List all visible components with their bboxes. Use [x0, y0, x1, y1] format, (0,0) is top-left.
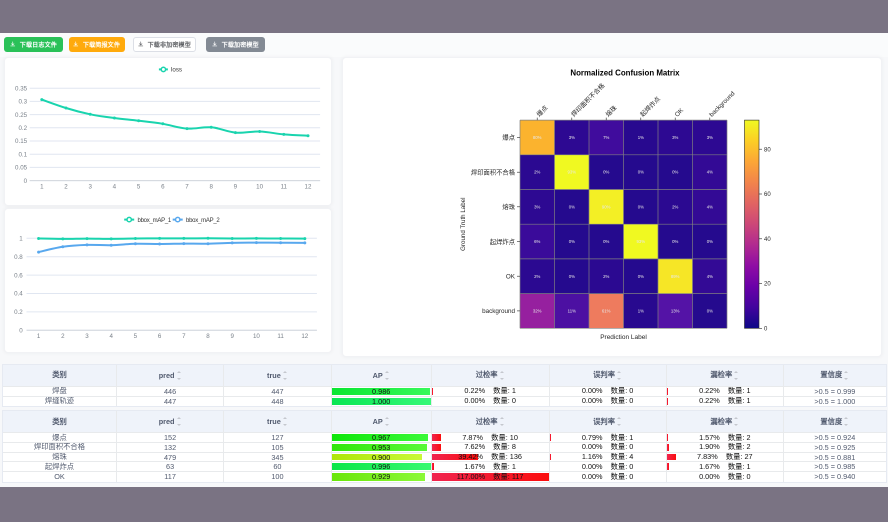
svg-text:32%: 32%	[533, 308, 542, 313]
svg-text:7: 7	[186, 184, 190, 191]
svg-text:0.35: 0.35	[15, 86, 28, 93]
svg-text:1: 1	[40, 184, 44, 191]
svg-text:3: 3	[89, 184, 93, 191]
svg-text:0.4: 0.4	[14, 291, 23, 298]
svg-text:0.15: 0.15	[15, 138, 28, 145]
svg-text:5: 5	[134, 333, 138, 340]
svg-text:background: background	[708, 89, 737, 118]
svg-text:0: 0	[764, 326, 768, 332]
svg-text:4%: 4%	[707, 169, 713, 174]
svg-text:0%: 0%	[569, 204, 575, 209]
svg-text:9: 9	[234, 184, 238, 191]
svg-text:60: 60	[764, 192, 771, 198]
svg-text:93%: 93%	[567, 169, 576, 174]
svg-text:3: 3	[86, 333, 90, 340]
svg-text:8: 8	[207, 333, 211, 340]
svg-text:7%: 7%	[603, 135, 609, 140]
svg-text:2: 2	[65, 184, 69, 191]
svg-text:background: background	[482, 308, 515, 315]
svg-text:0%: 0%	[672, 169, 678, 174]
svg-text:1: 1	[20, 236, 24, 243]
svg-text:0.05: 0.05	[15, 165, 28, 172]
svg-text:4: 4	[110, 333, 114, 340]
svg-text:3%: 3%	[569, 135, 575, 140]
svg-text:2%: 2%	[534, 169, 540, 174]
svg-text:6: 6	[158, 333, 162, 340]
svg-text:40: 40	[764, 236, 771, 242]
svg-text:20: 20	[764, 281, 771, 287]
svg-text:2%: 2%	[672, 204, 678, 209]
svg-text:4%: 4%	[707, 204, 713, 209]
svg-text:0%: 0%	[569, 239, 575, 244]
svg-text:1: 1	[37, 333, 41, 340]
svg-text:2%: 2%	[603, 273, 609, 278]
svg-text:0.1: 0.1	[19, 152, 28, 159]
svg-text:2%: 2%	[534, 273, 540, 278]
svg-text:10: 10	[256, 184, 263, 191]
svg-text:89%: 89%	[671, 273, 680, 278]
svg-text:0%: 0%	[569, 273, 575, 278]
svg-text:0%: 0%	[707, 308, 713, 313]
svg-text:0: 0	[20, 328, 24, 335]
svg-text:0%: 0%	[638, 169, 644, 174]
svg-text:93%: 93%	[636, 239, 645, 244]
svg-text:2: 2	[61, 333, 65, 340]
svg-text:loss: loss	[171, 67, 182, 74]
svg-text:0.25: 0.25	[15, 112, 28, 119]
svg-text:1%: 1%	[638, 308, 644, 313]
svg-text:4: 4	[113, 184, 117, 191]
svg-text:5: 5	[137, 184, 141, 191]
svg-text:熔珠: 熔珠	[603, 102, 619, 118]
svg-text:0: 0	[24, 178, 28, 185]
svg-text:Prediction Label: Prediction Label	[600, 334, 647, 341]
svg-text:0.8: 0.8	[14, 254, 23, 261]
svg-text:80%: 80%	[533, 135, 542, 140]
svg-text:0%: 0%	[603, 239, 609, 244]
svg-text:10: 10	[253, 333, 260, 340]
svg-text:OK: OK	[674, 106, 686, 118]
svg-text:熔珠: 熔珠	[502, 202, 515, 211]
svg-text:3%: 3%	[534, 204, 540, 209]
svg-text:90%: 90%	[602, 204, 611, 209]
svg-text:焊印面积不合格: 焊印面积不合格	[569, 80, 607, 118]
svg-text:13%: 13%	[671, 308, 680, 313]
svg-text:0%: 0%	[707, 239, 713, 244]
svg-text:6: 6	[161, 184, 165, 191]
svg-text:起焊炸点: 起焊炸点	[638, 94, 662, 118]
svg-text:0%: 0%	[638, 204, 644, 209]
svg-text:Normalized Confusion Matrix: Normalized Confusion Matrix	[570, 68, 680, 77]
svg-text:80: 80	[764, 147, 771, 153]
svg-text:6%: 6%	[534, 239, 540, 244]
svg-text:爆点: 爆点	[502, 132, 515, 141]
svg-text:4%: 4%	[707, 273, 713, 278]
svg-text:起焊炸点: 起焊炸点	[490, 236, 515, 245]
svg-text:61%: 61%	[602, 308, 611, 313]
svg-text:1%: 1%	[638, 135, 644, 140]
svg-text:0.2: 0.2	[14, 309, 23, 316]
svg-text:9: 9	[231, 333, 235, 340]
svg-text:0.6: 0.6	[14, 273, 23, 280]
svg-text:0.2: 0.2	[19, 125, 28, 132]
svg-text:3%: 3%	[707, 135, 713, 140]
svg-text:Ground Truth Label: Ground Truth Label	[460, 197, 467, 250]
svg-text:0%: 0%	[638, 273, 644, 278]
svg-text:11%: 11%	[568, 308, 576, 313]
svg-text:OK: OK	[506, 273, 516, 280]
svg-text:12: 12	[302, 333, 309, 340]
svg-text:3%: 3%	[672, 135, 678, 140]
svg-text:bbox_mAP_2: bbox_mAP_2	[186, 218, 220, 224]
svg-text:爆点: 爆点	[534, 103, 549, 118]
svg-text:焊印面积不合格: 焊印面积不合格	[471, 167, 516, 176]
svg-text:8: 8	[210, 184, 214, 191]
svg-text:0.3: 0.3	[19, 99, 28, 106]
svg-text:11: 11	[281, 184, 288, 191]
svg-text:7: 7	[182, 333, 186, 340]
svg-text:11: 11	[278, 333, 285, 340]
svg-text:0%: 0%	[672, 239, 678, 244]
svg-text:0%: 0%	[603, 169, 609, 174]
svg-text:12: 12	[305, 184, 312, 191]
svg-text:bbox_mAP_1: bbox_mAP_1	[138, 218, 172, 224]
